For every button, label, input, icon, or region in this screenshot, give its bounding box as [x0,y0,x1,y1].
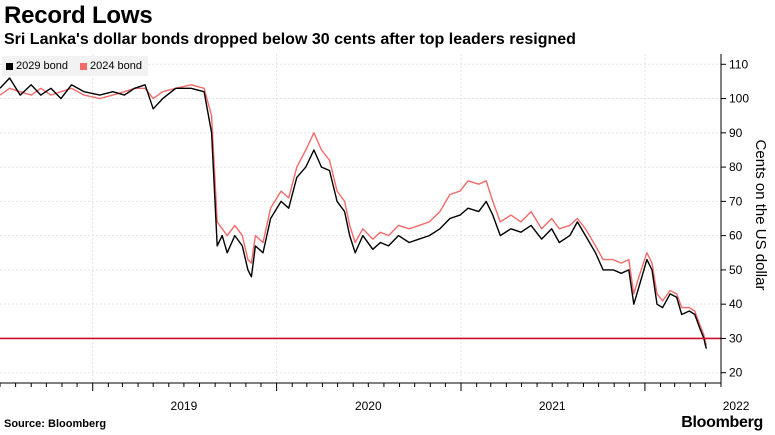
chart-title: Record Lows [4,2,153,29]
series-line-2024-bond [0,84,708,346]
y-tick-label-70: 70 [729,194,743,208]
series-layer [0,77,708,349]
y-axis-title: Cents on the US dollar [752,140,769,291]
legend: 2029 bond 2024 bond [2,56,148,76]
gridlines [0,54,721,383]
legend-item-2029: 2029 bond [6,60,68,72]
y-tick-label-50: 50 [729,263,743,277]
legend-swatch-2029 [6,62,13,70]
legend-item-2024: 2024 bond [80,60,142,72]
y-tick-label-110: 110 [729,57,748,71]
legend-swatch-2024 [80,62,87,70]
brand-logo: Bloomberg [681,414,763,431]
x-tick-label-2021: 2021 [539,399,566,413]
source-note: Source: Bloomberg [4,418,107,430]
x-tick-label-2022: 2022 [723,399,750,413]
y-tick-label-90: 90 [729,126,743,140]
legend-label-2024: 2024 bond [90,60,142,72]
y-tick-label-80: 80 [729,160,743,174]
y-tick-label-60: 60 [729,229,743,243]
legend-label-2029: 2029 bond [16,60,68,72]
y-tick-label-40: 40 [729,297,743,311]
y-tick-label-30: 30 [729,331,743,345]
x-tick-label-2019: 2019 [171,399,198,413]
series-line-2029-bond [0,77,708,349]
y-tick-label-20: 20 [729,366,743,380]
x-tick-label-2020: 2020 [355,399,382,413]
axis-layer: 20 30 40 50 60 70 80 90 100 110 2019 2020 2021 2022 [0,54,750,413]
y-tick-label-100: 100 [729,92,749,106]
chart-subtitle: Sri Lanka's dollar bonds dropped below 3… [4,31,576,48]
